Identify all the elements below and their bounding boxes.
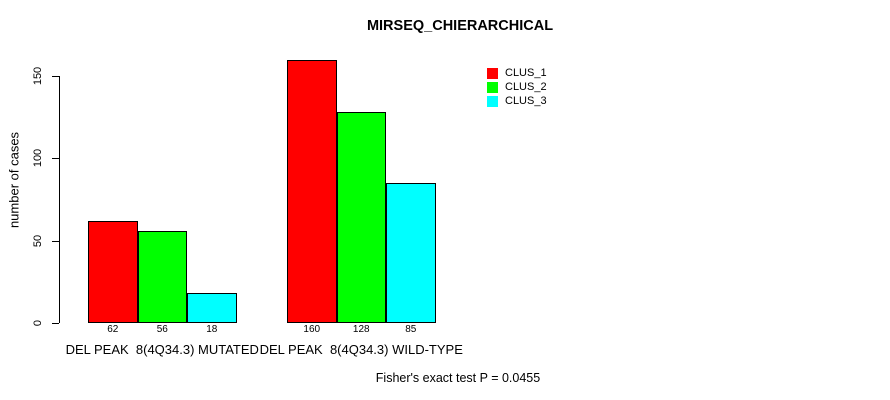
bar-value-label: 62 [107,324,119,335]
legend-swatch-clus_3 [487,95,498,107]
y-axis-tick [52,76,59,77]
bar-value-label: 18 [206,324,218,335]
legend-label: CLUS_3 [505,95,547,107]
bar-clus_2-group1 [137,230,187,323]
legend-label: CLUS_1 [505,67,547,79]
y-tick-label: 100 [32,149,44,168]
y-axis-line [59,76,60,323]
category-label: DEL PEAK 8(4Q34.3) WILD-TYPE [259,342,463,357]
y-axis-label: number of cases [6,131,22,229]
y-tick-label: 50 [32,234,44,247]
bar-value-label: 85 [405,324,417,335]
y-axis-tick [52,158,59,160]
bar-clus_3-group2 [386,183,436,323]
y-axis-tick [52,323,59,324]
legend-swatch-clus_2 [487,81,498,93]
annotation-text: Fisher's exact test P = 0.0455 [375,371,541,385]
bar-clus_2-group2 [336,112,386,323]
bar-value-label: 56 [156,324,168,335]
legend-item-clus_1: CLUS_1 [487,66,547,80]
legend-label: CLUS_2 [505,81,547,93]
legend-item-clus_2: CLUS_2 [487,80,547,94]
legend-swatch-clus_1 [487,67,498,79]
bar-clus_1-group1 [88,220,138,323]
category-label: DEL PEAK 8(4Q34.3) MUTATED [65,342,259,357]
y-axis-tick [52,240,59,242]
chart-title: MIRSEQ_CHIERARCHICAL [366,18,554,34]
legend: CLUS_1 CLUS_2 CLUS_3 [487,66,547,108]
legend-item-clus_3: CLUS_3 [487,94,547,108]
y-tick-label: 0 [32,319,44,327]
bar-value-label: 128 [352,324,370,335]
bar-clus_1-group2 [287,59,337,323]
bar-value-label: 160 [303,324,321,335]
y-tick-label: 150 [32,66,44,86]
bar-clus_3-group1 [187,293,237,323]
